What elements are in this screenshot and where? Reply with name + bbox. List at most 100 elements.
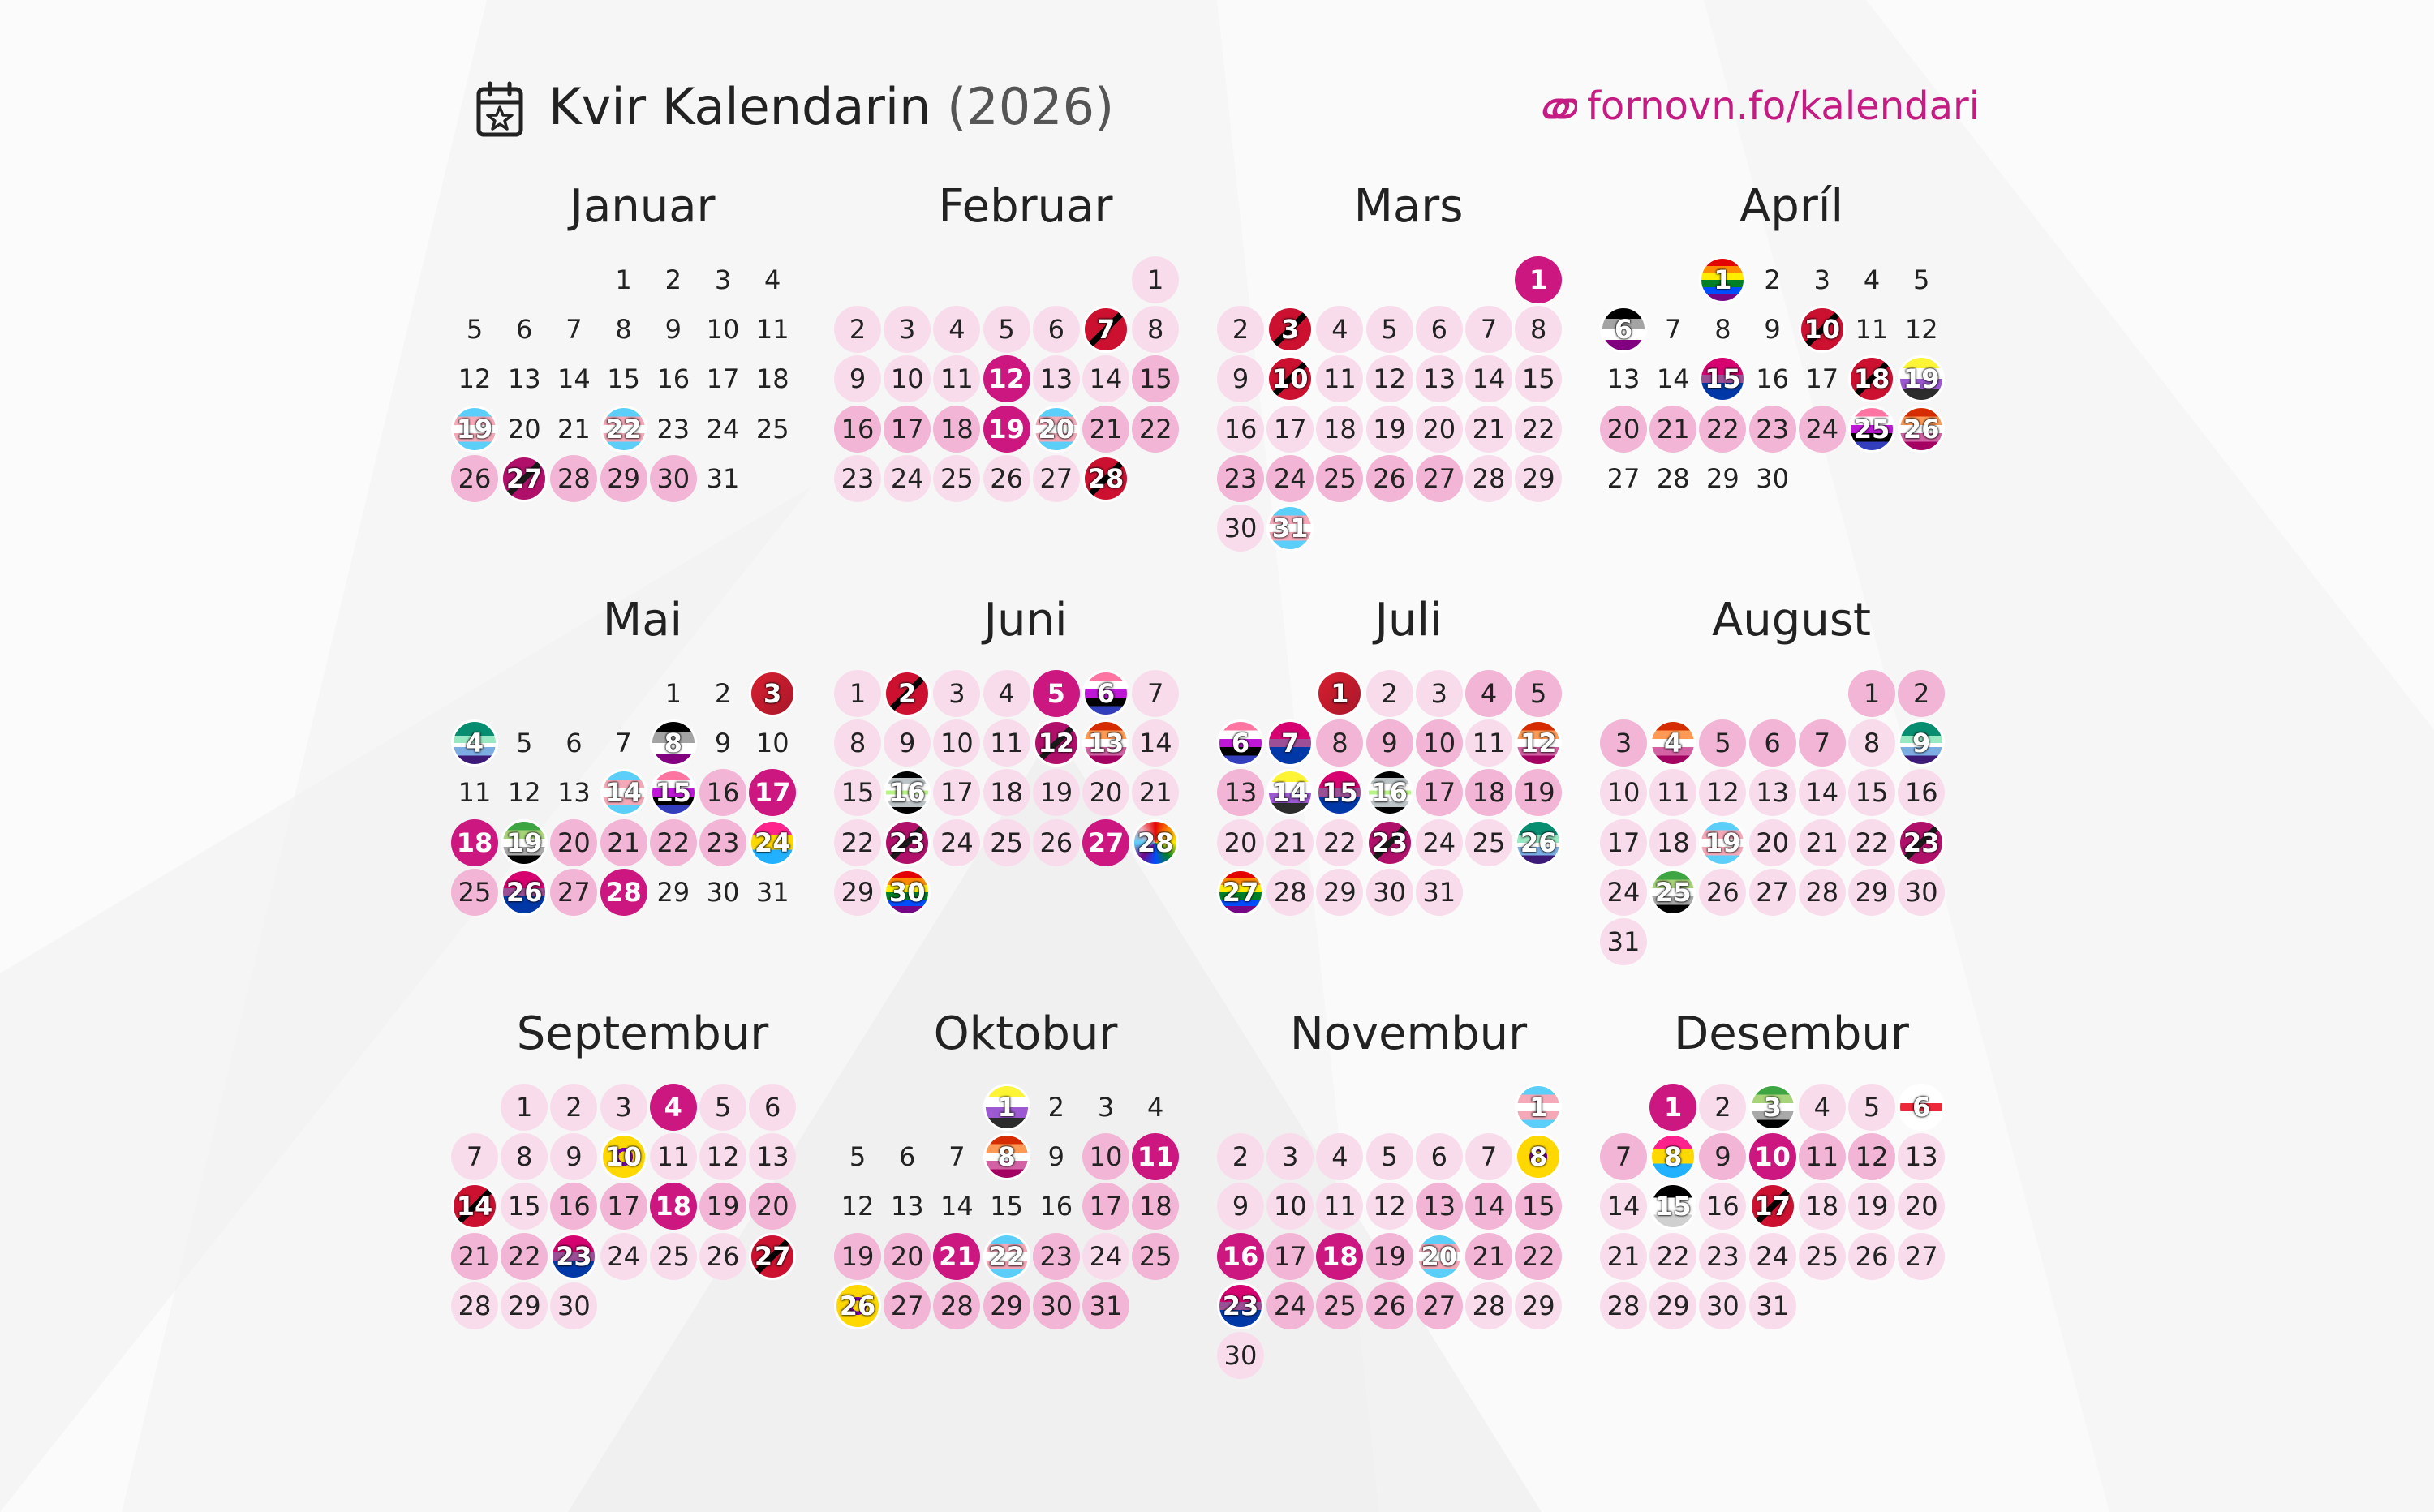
day-cell[interactable]: 2 <box>1764 264 1781 295</box>
day-cell[interactable]: 8 <box>983 1133 1030 1181</box>
day-cell[interactable]: 17 <box>600 1183 647 1231</box>
day-cell[interactable]: 6 <box>516 314 533 346</box>
day-cell[interactable]: 15 <box>501 1183 548 1231</box>
day-cell[interactable]: 18 <box>649 1183 697 1231</box>
day-cell[interactable]: 20 <box>550 818 598 866</box>
day-cell[interactable]: 22 <box>649 818 697 866</box>
day-cell[interactable]: 29 <box>1515 1282 1563 1329</box>
day-cell[interactable]: 4 <box>764 264 781 295</box>
day-cell[interactable]: 21 <box>451 1232 498 1280</box>
day-cell[interactable]: 15 <box>1316 769 1364 817</box>
day-cell[interactable]: 2 <box>1217 306 1264 354</box>
day-cell[interactable]: 28 <box>933 1282 981 1329</box>
day-cell[interactable]: 3 <box>1415 670 1463 717</box>
day-cell[interactable]: 27 <box>501 454 548 502</box>
day-cell[interactable]: 26 <box>1032 818 1080 866</box>
day-cell[interactable]: 5 <box>1699 719 1747 767</box>
day-cell[interactable]: 27 <box>749 1232 797 1280</box>
day-cell[interactable]: 18 <box>1465 769 1512 817</box>
day-cell[interactable]: 30 <box>1032 1282 1080 1329</box>
day-cell[interactable]: 25 <box>933 454 981 502</box>
day-cell[interactable]: 29 <box>834 868 881 916</box>
day-cell[interactable]: 7 <box>565 314 583 346</box>
day-cell[interactable]: 28 <box>1600 1282 1647 1329</box>
day-cell[interactable]: 22 <box>1515 405 1563 453</box>
day-cell[interactable]: 18 <box>1798 1183 1846 1231</box>
day-cell[interactable]: 24 <box>749 818 797 866</box>
day-cell[interactable]: 18 <box>1316 405 1364 453</box>
day-cell[interactable]: 19 <box>1032 769 1080 817</box>
day-cell[interactable]: 27 <box>1606 462 1641 494</box>
day-cell[interactable]: 17 <box>1415 769 1463 817</box>
day-cell[interactable]: 27 <box>884 1282 931 1329</box>
day-cell[interactable]: 3 <box>600 1084 647 1131</box>
day-cell[interactable]: 11 <box>755 314 789 346</box>
day-cell[interactable]: 29 <box>1848 868 1895 916</box>
day-cell[interactable]: 2 <box>1217 1133 1264 1181</box>
day-cell[interactable]: 16 <box>1217 1232 1264 1280</box>
day-cell[interactable]: 7 <box>1266 719 1314 767</box>
day-cell[interactable]: 30 <box>1365 868 1413 916</box>
day-cell[interactable]: 8 <box>501 1133 548 1181</box>
day-cell[interactable]: 11 <box>1132 1133 1180 1181</box>
day-cell[interactable]: 11 <box>1855 314 1889 346</box>
day-cell[interactable]: 17 <box>1600 818 1647 866</box>
day-cell[interactable]: 12 <box>983 355 1030 403</box>
day-cell[interactable]: 20 <box>749 1183 797 1231</box>
day-cell[interactable]: 19 <box>1365 405 1413 453</box>
day-cell[interactable]: 21 <box>1132 769 1180 817</box>
day-cell[interactable]: 12 <box>699 1133 746 1181</box>
day-cell[interactable]: 11 <box>458 777 492 809</box>
day-cell[interactable]: 29 <box>983 1282 1030 1329</box>
day-cell[interactable]: 7 <box>1465 1133 1512 1181</box>
day-cell[interactable]: 13 <box>749 1133 797 1181</box>
day-cell[interactable]: 1 <box>834 670 881 717</box>
day-cell[interactable]: 9 <box>1047 1141 1064 1173</box>
day-cell[interactable]: 19 <box>834 1232 881 1280</box>
day-cell[interactable]: 26 <box>1365 454 1413 502</box>
day-cell[interactable]: 15 <box>1649 1183 1697 1231</box>
day-cell[interactable]: 19 <box>1699 818 1747 866</box>
day-cell[interactable]: 30 <box>550 1282 598 1329</box>
day-cell[interactable]: 12 <box>507 777 541 809</box>
day-cell[interactable]: 17 <box>1266 1232 1314 1280</box>
day-cell[interactable]: 31 <box>706 462 740 494</box>
day-cell[interactable]: 13 <box>507 363 541 395</box>
day-cell[interactable]: 9 <box>714 728 732 759</box>
day-cell[interactable]: 23 <box>1898 818 1946 866</box>
day-cell[interactable]: 6 <box>565 728 583 759</box>
day-cell[interactable]: 7 <box>1665 314 1682 346</box>
day-cell[interactable]: 6 <box>1082 670 1129 717</box>
day-cell[interactable]: 28 <box>1082 454 1129 502</box>
day-cell[interactable]: 21 <box>1465 405 1512 453</box>
day-cell[interactable]: 10 <box>1266 355 1314 403</box>
day-cell[interactable]: 8 <box>1848 719 1895 767</box>
day-cell[interactable]: 15 <box>834 769 881 817</box>
day-cell[interactable]: 23 <box>1365 818 1413 866</box>
day-cell[interactable]: 17 <box>1082 1183 1129 1231</box>
day-cell[interactable]: 14 <box>940 1191 974 1222</box>
day-cell[interactable]: 6 <box>899 1141 916 1173</box>
day-cell[interactable]: 8 <box>615 314 632 346</box>
day-cell[interactable]: 4 <box>983 670 1030 717</box>
day-cell[interactable]: 8 <box>1515 1133 1563 1181</box>
day-cell[interactable]: 15 <box>1515 1183 1563 1231</box>
day-cell[interactable]: 8 <box>1649 1133 1697 1181</box>
day-cell[interactable]: 23 <box>884 818 931 866</box>
day-cell[interactable]: 16 <box>1756 363 1789 395</box>
day-cell[interactable]: 7 <box>1132 670 1180 717</box>
day-cell[interactable]: 1 <box>501 1084 548 1131</box>
day-cell[interactable]: 22 <box>501 1232 548 1280</box>
day-cell[interactable]: 3 <box>714 264 732 295</box>
day-cell[interactable]: 5 <box>516 728 533 759</box>
day-cell[interactable]: 22 <box>983 1232 1030 1280</box>
day-cell[interactable]: 1 <box>1316 670 1364 717</box>
day-cell[interactable]: 22 <box>1515 1232 1563 1280</box>
day-cell[interactable]: 28 <box>1465 454 1512 502</box>
day-cell[interactable]: 20 <box>1898 1183 1946 1231</box>
day-cell[interactable]: 9 <box>834 355 881 403</box>
day-cell[interactable]: 16 <box>1898 769 1946 817</box>
day-cell[interactable]: 8 <box>1132 306 1180 354</box>
day-cell[interactable]: 14 <box>1465 355 1512 403</box>
day-cell[interactable]: 27 <box>1415 1282 1463 1329</box>
